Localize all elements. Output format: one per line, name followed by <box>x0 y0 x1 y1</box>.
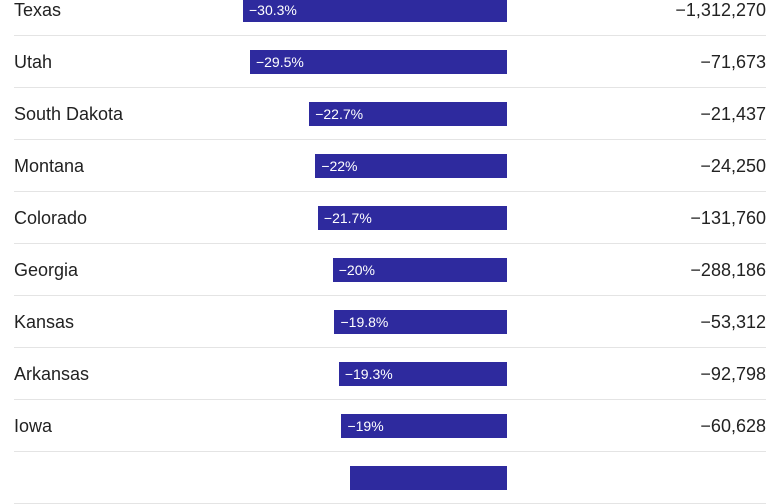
row-separator <box>14 139 766 140</box>
row-separator <box>14 295 766 296</box>
bar-value-label: −29.5% <box>255 54 304 70</box>
table-row: Montana −22% −24,250 <box>0 140 780 192</box>
bar-value-label: −19.3% <box>344 366 393 382</box>
absolute-change-value: −1,312,270 <box>675 0 766 20</box>
bar <box>338 362 507 386</box>
absolute-change-value: −24,250 <box>700 156 766 176</box>
row-separator <box>14 35 766 36</box>
row-separator <box>14 399 766 400</box>
bar-value-label: −30.3% <box>249 2 297 18</box>
state-label: Colorado <box>14 208 88 228</box>
table-row: Utah −29.5% −71,673 <box>0 36 780 88</box>
bar <box>315 154 507 178</box>
bar <box>243 0 507 22</box>
state-label: Arkansas <box>14 364 90 384</box>
state-label: South Dakota <box>14 104 124 124</box>
table-row <box>0 452 780 504</box>
state-label: Montana <box>14 156 85 176</box>
absolute-change-value: −92,798 <box>700 364 766 384</box>
bar-value-label: −20% <box>338 262 375 278</box>
bar <box>334 310 507 334</box>
row-separator <box>14 243 766 244</box>
row-separator <box>14 191 766 192</box>
absolute-change-value: −60,628 <box>700 416 766 436</box>
table-row: Kansas −19.8% −53,312 <box>0 296 780 348</box>
row-separator <box>14 87 766 88</box>
state-label: Utah <box>14 52 53 72</box>
bar <box>317 206 507 230</box>
absolute-change-value: −71,673 <box>700 52 766 72</box>
bar <box>249 50 507 74</box>
row-separator <box>14 347 766 348</box>
state-label: Kansas <box>14 312 75 332</box>
bar-value-label: −22% <box>321 158 358 174</box>
bar <box>309 102 507 126</box>
state-label: Georgia <box>14 260 79 280</box>
state-label: Texas <box>14 0 62 20</box>
table-row: Georgia −20% −288,186 <box>0 244 780 296</box>
bar-value-label: −19% <box>347 418 384 434</box>
absolute-change-value: −131,760 <box>690 208 766 228</box>
table-row: Arkansas −19.3% −92,798 <box>0 348 780 400</box>
table-row: Iowa −19% −60,628 <box>0 400 780 452</box>
absolute-change-value: −21,437 <box>700 104 766 124</box>
row-separator <box>14 451 766 452</box>
bar-value-label: −21.7% <box>323 210 372 226</box>
table-row: South Dakota −22.7% −21,437 <box>0 88 780 140</box>
bar <box>341 414 507 438</box>
state-label: Iowa <box>14 416 53 436</box>
table-row: Texas −30.3% −1,312,270 <box>0 0 780 36</box>
absolute-change-value: −53,312 <box>700 312 766 332</box>
table-row: Colorado −21.7% −131,760 <box>0 192 780 244</box>
absolute-change-value: −288,186 <box>690 260 766 280</box>
bar-value-label: −22.7% <box>315 106 364 122</box>
bar-value-label: −19.8% <box>340 314 389 330</box>
bar <box>332 258 507 282</box>
